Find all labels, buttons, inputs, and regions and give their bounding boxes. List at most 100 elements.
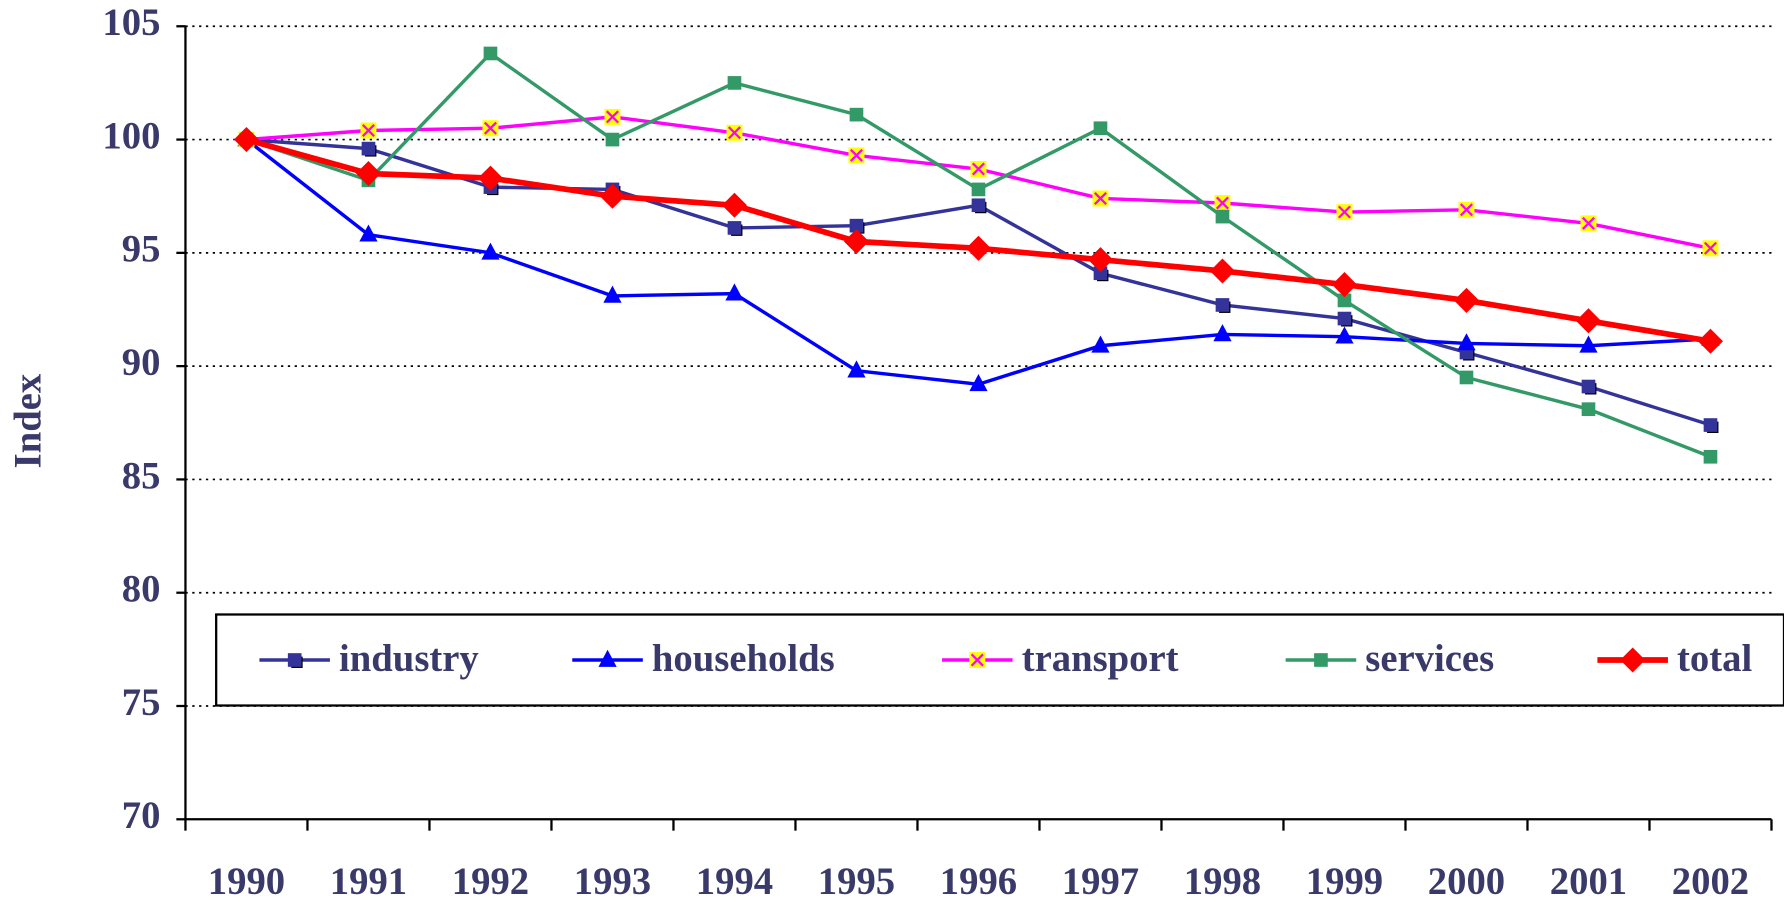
- marker-cross: [1337, 205, 1351, 219]
- marker: [969, 374, 988, 392]
- marker-cross: [849, 148, 863, 162]
- marker: [848, 147, 865, 164]
- marker: [1457, 333, 1476, 351]
- marker: [727, 76, 742, 90]
- marker: [360, 122, 377, 139]
- marker: [1458, 201, 1475, 218]
- marker: [359, 224, 378, 242]
- marker-cross: [970, 653, 984, 667]
- marker: [1580, 215, 1597, 232]
- marker: [1209, 258, 1235, 284]
- x-tick-label: 1999: [1306, 861, 1383, 903]
- marker: [1335, 326, 1354, 344]
- y-tick-label: 80: [122, 569, 161, 611]
- marker: [1093, 266, 1108, 281]
- y-axis-label: Index: [8, 373, 50, 468]
- y-tick-label: 105: [102, 2, 160, 44]
- marker: [1337, 311, 1352, 326]
- marker: [969, 652, 986, 668]
- marker: [603, 285, 622, 303]
- marker: [1092, 190, 1109, 207]
- x-tick-label: 1992: [452, 861, 529, 903]
- marker: [1093, 121, 1108, 136]
- marker: [287, 653, 302, 667]
- marker: [1697, 328, 1723, 354]
- marker: [1087, 247, 1113, 273]
- x-tick-label: 1996: [940, 861, 1017, 903]
- x-tick-label: 2000: [1428, 861, 1505, 903]
- legend-label: industry: [339, 638, 479, 680]
- marker: [849, 107, 864, 122]
- marker-cross: [971, 162, 985, 176]
- marker: [1337, 293, 1352, 308]
- marker: [233, 127, 259, 153]
- marker: [726, 124, 743, 141]
- marker-cross: [1093, 191, 1107, 205]
- marker: [598, 649, 617, 667]
- x-tick-label: 1994: [696, 861, 773, 903]
- marker-cross: [1215, 196, 1229, 210]
- marker: [1581, 402, 1596, 417]
- marker: [971, 198, 986, 213]
- y-tick-label: 70: [122, 795, 161, 837]
- x-tick-label: 2002: [1672, 861, 1749, 903]
- marker-cross: [727, 126, 741, 140]
- x-tick-label: 1998: [1184, 861, 1261, 903]
- marker: [847, 360, 866, 378]
- marker: [1581, 379, 1596, 394]
- marker: [1703, 418, 1718, 432]
- marker: [481, 242, 500, 260]
- marker: [721, 192, 747, 218]
- marker: [355, 161, 381, 187]
- marker: [605, 132, 620, 147]
- marker-cross: [1459, 203, 1473, 217]
- marker: [477, 165, 503, 191]
- marker-cross: [361, 124, 375, 137]
- x-tick-label: 1991: [330, 861, 407, 903]
- marker: [727, 221, 742, 235]
- marker: [970, 161, 987, 177]
- x-tick-label: 1993: [574, 861, 651, 903]
- legend-label: transport: [1022, 638, 1179, 680]
- marker: [361, 141, 376, 156]
- marker: [1331, 272, 1357, 298]
- marker: [1459, 370, 1474, 385]
- x-tick-label: 1995: [818, 861, 895, 903]
- marker: [1703, 449, 1718, 464]
- legend: industry households transport services total: [215, 613, 1784, 707]
- marker: [599, 183, 625, 209]
- marker: [483, 46, 498, 61]
- legend-label: services: [1365, 638, 1494, 680]
- marker: [1091, 335, 1110, 353]
- legend-label: total: [1677, 638, 1752, 680]
- marker: [1213, 324, 1232, 342]
- marker: [1214, 195, 1231, 211]
- legend-label: households: [652, 638, 835, 680]
- marker-cross: [1703, 241, 1717, 255]
- y-tick-label: 75: [122, 682, 161, 724]
- marker: [1314, 653, 1328, 667]
- marker: [971, 182, 986, 197]
- y-tick-label: 90: [122, 342, 161, 384]
- marker: [482, 120, 499, 137]
- marker: [604, 108, 621, 125]
- marker: [725, 283, 744, 301]
- marker: [965, 235, 991, 261]
- x-tick-label: 1990: [208, 861, 285, 903]
- y-tick-label: 85: [122, 455, 161, 497]
- marker: [1702, 240, 1719, 257]
- marker: [849, 218, 864, 233]
- marker: [1336, 204, 1353, 221]
- marker-cross: [483, 121, 497, 135]
- marker: [1579, 335, 1598, 353]
- y-tick-label: 100: [102, 115, 160, 157]
- marker: [843, 229, 869, 255]
- marker-cross: [605, 110, 619, 124]
- marker-cross: [1581, 216, 1595, 230]
- x-tick-label: 1997: [1062, 861, 1139, 903]
- marker: [1453, 287, 1479, 313]
- marker: [1215, 209, 1230, 224]
- marker: [1215, 298, 1230, 312]
- x-tick-label: 2001: [1550, 861, 1627, 903]
